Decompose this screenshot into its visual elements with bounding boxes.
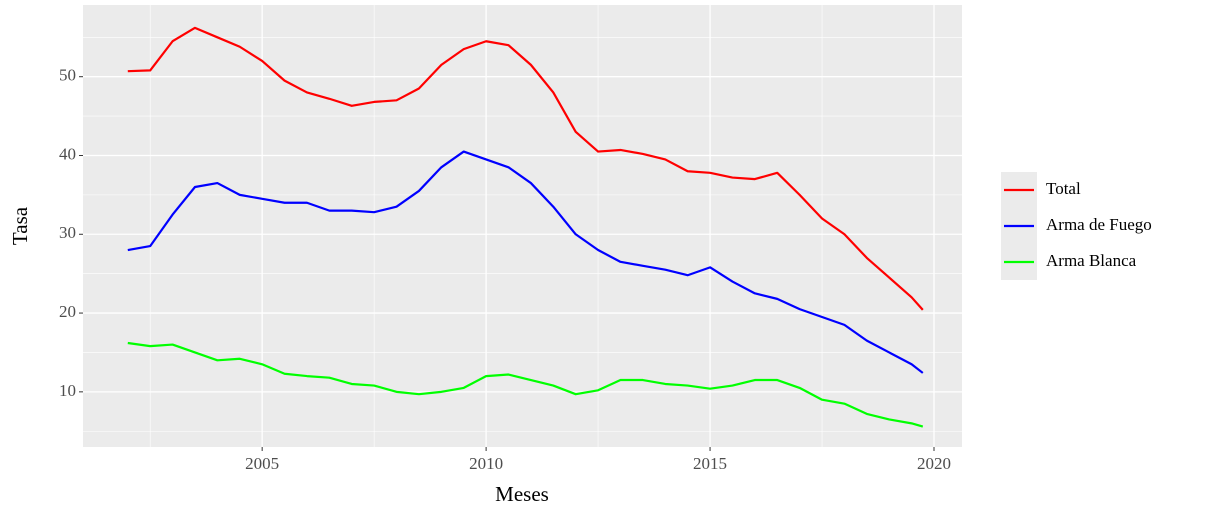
x-tick-label: 2020 [917,454,951,473]
y-tick-label: 20 [59,302,76,321]
x-tick-label: 2010 [469,454,503,473]
x-tick-label: 2015 [693,454,727,473]
y-tick-label: 30 [59,223,76,242]
legend-label: Arma Blanca [1046,251,1137,270]
series-line [127,150,924,374]
y-tick-label: 40 [59,144,76,163]
x-tick-label: 2005 [245,454,279,473]
series-line [127,26,924,311]
series-line [127,341,924,428]
y-tick-label: 50 [59,66,76,85]
y-tick-label: 10 [59,381,76,400]
x-axis-title: Meses [495,482,549,506]
legend-label: Arma de Fuego [1046,215,1152,234]
y-axis-title: Tasa [8,206,32,245]
panel [83,5,962,447]
legend-label: Total [1046,179,1081,198]
